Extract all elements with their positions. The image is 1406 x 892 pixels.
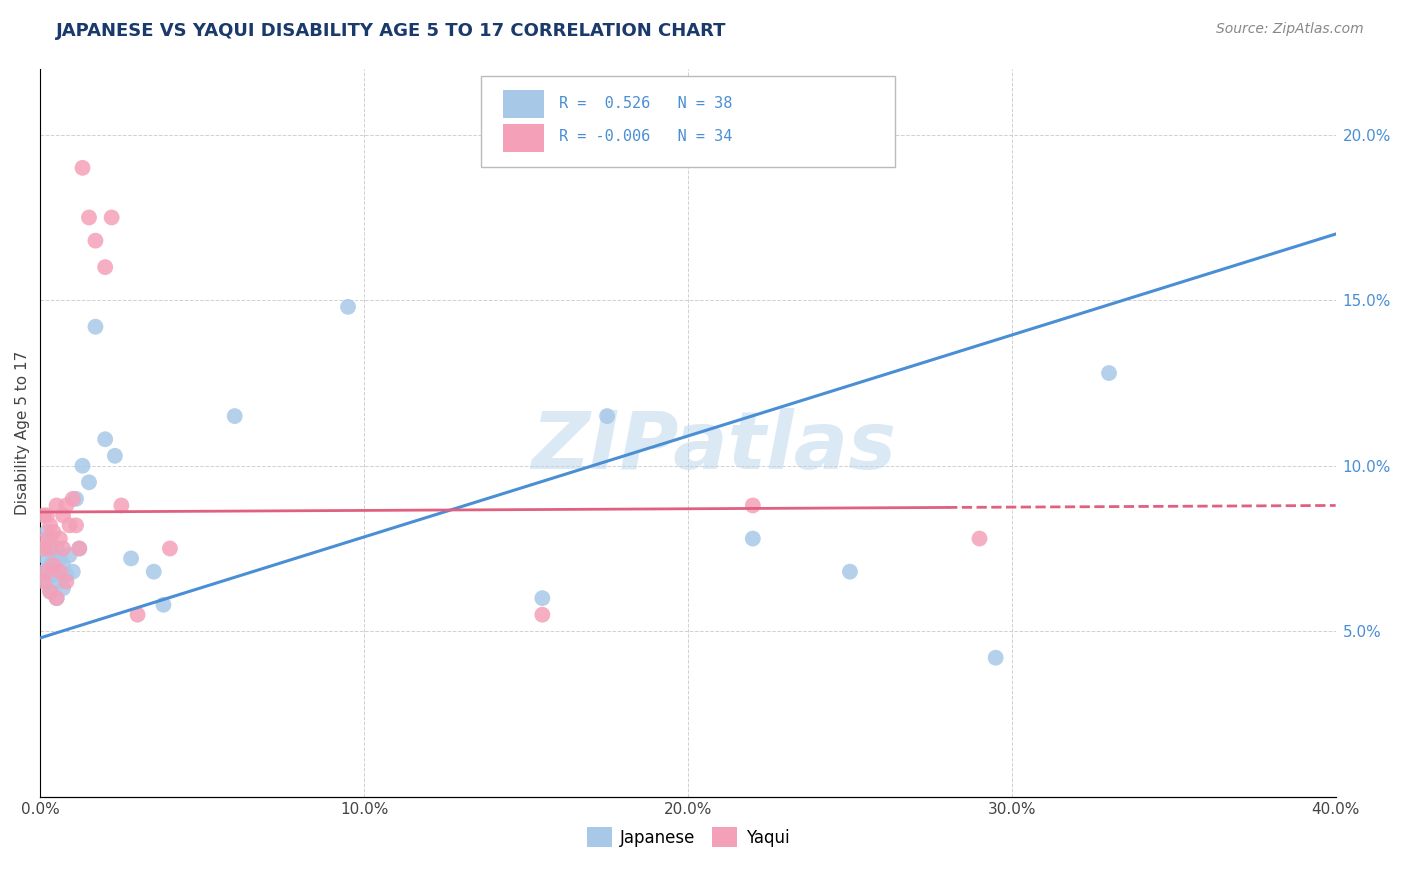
Point bbox=[39, 518, 62, 533]
Point bbox=[62, 565, 84, 579]
Point bbox=[65, 491, 87, 506]
Point bbox=[32, 574, 55, 589]
Point bbox=[58, 548, 80, 562]
Point bbox=[35, 551, 58, 566]
Point bbox=[55, 574, 77, 589]
Point bbox=[58, 518, 80, 533]
Point bbox=[72, 161, 94, 175]
Point bbox=[32, 565, 55, 579]
Point bbox=[45, 591, 67, 606]
Point bbox=[35, 532, 58, 546]
Point bbox=[39, 532, 62, 546]
Point bbox=[969, 532, 991, 546]
Point bbox=[35, 574, 58, 589]
Point bbox=[52, 541, 75, 556]
Point bbox=[42, 548, 65, 562]
Point bbox=[49, 565, 72, 579]
Point bbox=[32, 508, 55, 523]
Point bbox=[35, 508, 58, 523]
Point bbox=[100, 211, 122, 225]
Point bbox=[62, 491, 84, 506]
Point bbox=[741, 532, 763, 546]
Point bbox=[531, 607, 554, 622]
Point bbox=[120, 551, 142, 566]
Point bbox=[72, 458, 94, 473]
Point bbox=[984, 650, 1007, 665]
Point bbox=[55, 499, 77, 513]
Point bbox=[152, 598, 174, 612]
Point bbox=[94, 260, 117, 274]
Bar bbox=[503, 124, 544, 152]
Point bbox=[531, 591, 554, 606]
Point bbox=[1098, 366, 1121, 380]
Point bbox=[39, 584, 62, 599]
Y-axis label: Disability Age 5 to 17: Disability Age 5 to 17 bbox=[15, 351, 30, 515]
Point bbox=[49, 551, 72, 566]
FancyBboxPatch shape bbox=[481, 76, 896, 167]
Point bbox=[42, 558, 65, 572]
Text: R =  0.526   N = 38: R = 0.526 N = 38 bbox=[558, 96, 733, 111]
Point bbox=[52, 508, 75, 523]
Point bbox=[52, 558, 75, 572]
Point bbox=[32, 541, 55, 556]
Point bbox=[67, 541, 90, 556]
Point bbox=[42, 568, 65, 582]
Point bbox=[337, 300, 360, 314]
Point bbox=[42, 524, 65, 539]
Point bbox=[39, 584, 62, 599]
Bar bbox=[503, 90, 544, 118]
Point bbox=[49, 574, 72, 589]
Point bbox=[32, 541, 55, 556]
Point bbox=[49, 532, 72, 546]
Point bbox=[35, 524, 58, 539]
Text: ZIPatlas: ZIPatlas bbox=[531, 409, 897, 486]
Point bbox=[52, 581, 75, 595]
Point bbox=[741, 499, 763, 513]
Point bbox=[110, 499, 132, 513]
Point bbox=[77, 211, 100, 225]
Point bbox=[224, 409, 246, 423]
Point bbox=[127, 607, 149, 622]
Point bbox=[84, 234, 107, 248]
Point bbox=[67, 541, 90, 556]
Point bbox=[55, 568, 77, 582]
Point bbox=[35, 565, 58, 579]
Legend: Japanese, Yaqui: Japanese, Yaqui bbox=[581, 821, 796, 854]
Point bbox=[94, 432, 117, 446]
Text: Source: ZipAtlas.com: Source: ZipAtlas.com bbox=[1216, 22, 1364, 37]
Point bbox=[159, 541, 181, 556]
Text: R = -0.006   N = 34: R = -0.006 N = 34 bbox=[558, 129, 733, 145]
Point bbox=[142, 565, 165, 579]
Point bbox=[45, 499, 67, 513]
Point bbox=[39, 558, 62, 572]
Point bbox=[45, 541, 67, 556]
Point bbox=[596, 409, 619, 423]
Point bbox=[45, 565, 67, 579]
Point bbox=[45, 591, 67, 606]
Text: JAPANESE VS YAQUI DISABILITY AGE 5 TO 17 CORRELATION CHART: JAPANESE VS YAQUI DISABILITY AGE 5 TO 17… bbox=[56, 22, 727, 40]
Point bbox=[65, 518, 87, 533]
Point bbox=[839, 565, 862, 579]
Point bbox=[84, 319, 107, 334]
Point bbox=[77, 475, 100, 490]
Point bbox=[39, 541, 62, 556]
Point bbox=[104, 449, 127, 463]
